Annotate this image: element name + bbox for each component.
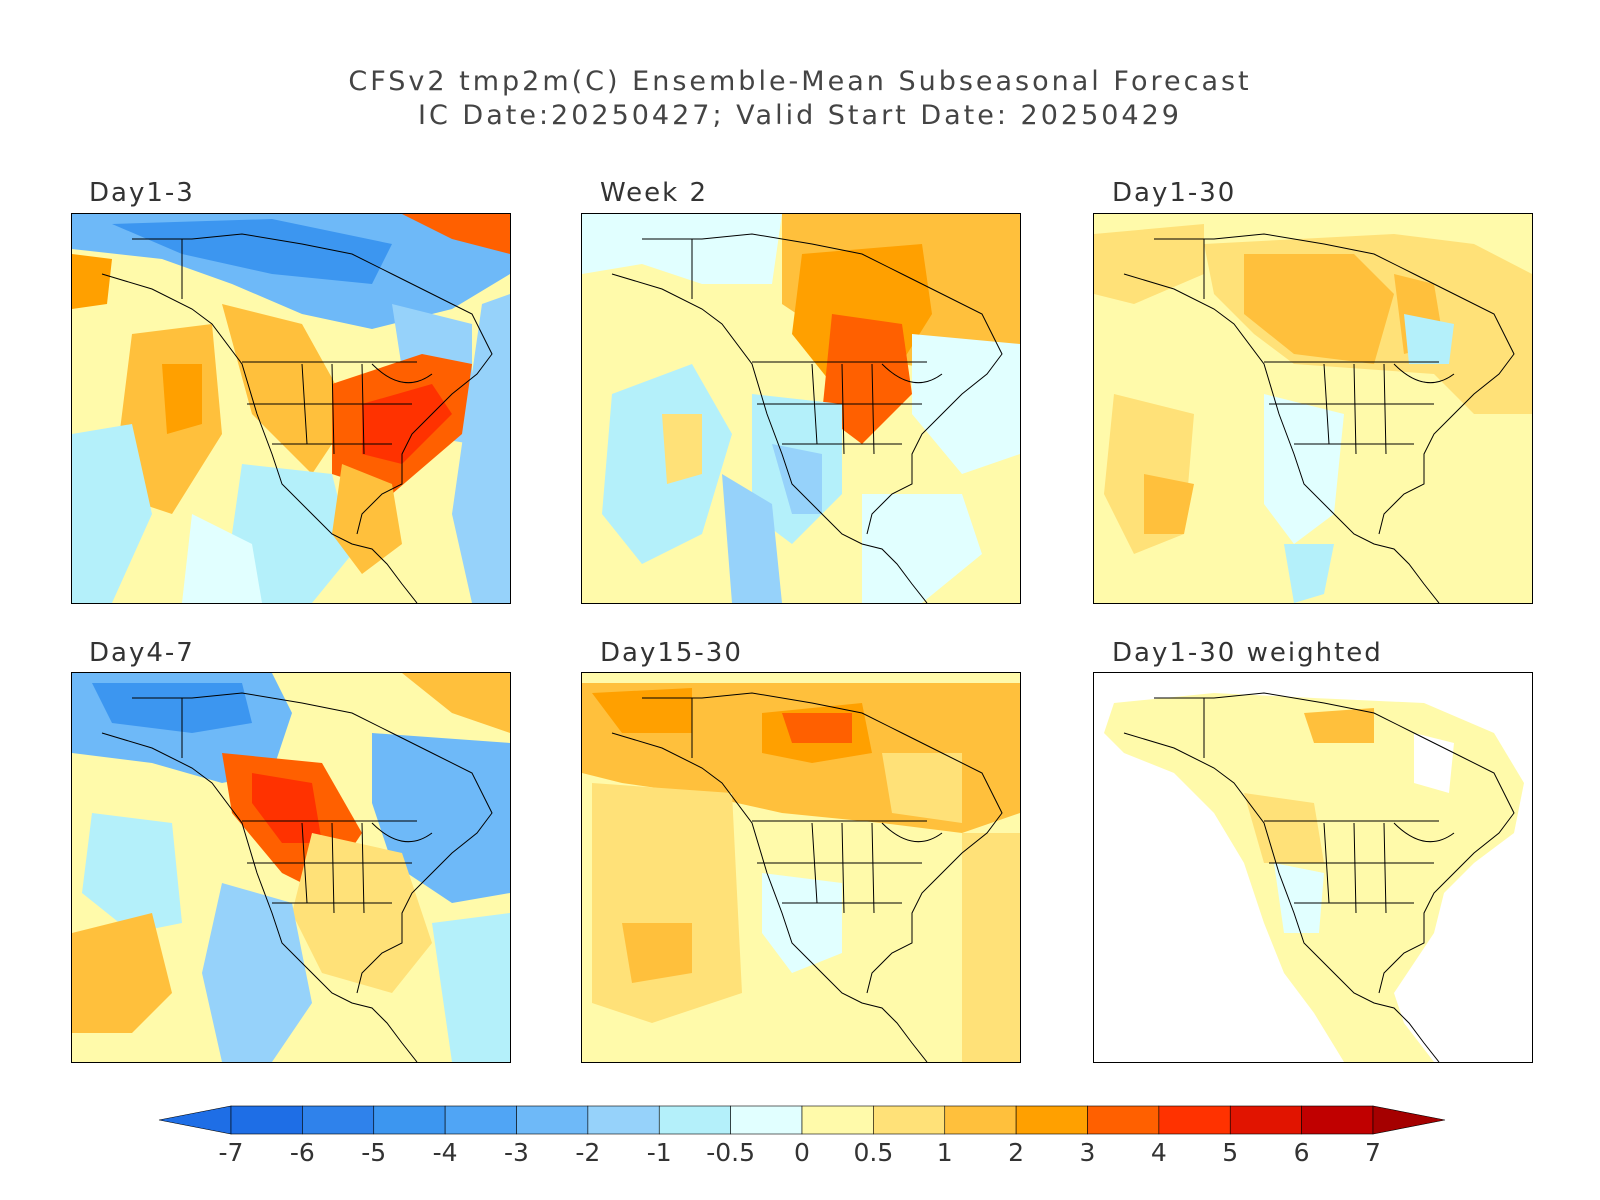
panel-label-day4-7: Day4-7 bbox=[89, 638, 195, 668]
map-panel-week2 bbox=[581, 213, 1021, 604]
panel-label-day1-3: Day1-3 bbox=[89, 178, 195, 208]
map-panel-day4-7 bbox=[71, 672, 511, 1063]
colorbar-under-arrow bbox=[158, 1105, 232, 1135]
colorbar-segment bbox=[1301, 1105, 1374, 1135]
colorbar-tick-label: -6 bbox=[290, 1138, 315, 1167]
figure-subtitle: IC Date:20250427; Valid Start Date: 2025… bbox=[418, 100, 1182, 131]
panel-label-day1-30: Day1-30 bbox=[1112, 178, 1237, 208]
colorbar-segment bbox=[944, 1105, 1017, 1135]
colorbar-tick-label: -7 bbox=[219, 1138, 244, 1167]
colorbar-tick-label: 0 bbox=[794, 1138, 810, 1167]
colorbar-segment bbox=[516, 1105, 589, 1135]
colorbar-segment bbox=[373, 1105, 446, 1135]
colorbar-tick-label: 0.5 bbox=[853, 1138, 893, 1167]
colorbar-tick-label: 3 bbox=[1080, 1138, 1096, 1167]
map-panel-day15-30 bbox=[581, 672, 1021, 1063]
colorbar-segment bbox=[730, 1105, 803, 1135]
colorbar-over-arrow bbox=[1372, 1105, 1446, 1135]
colorbar-tick-label: 7 bbox=[1365, 1138, 1381, 1167]
map-panel-day1-3 bbox=[71, 213, 511, 604]
panel-label-day15-30: Day15-30 bbox=[600, 638, 743, 668]
colorbar-segment bbox=[873, 1105, 946, 1135]
map-panel-day1-30-weighted bbox=[1093, 672, 1533, 1063]
panel-label-week2: Week 2 bbox=[600, 178, 709, 208]
colorbar-tick-label: -4 bbox=[433, 1138, 458, 1167]
colorbar-tick-label: -0.5 bbox=[706, 1138, 755, 1167]
colorbar-tick-label: -5 bbox=[361, 1138, 386, 1167]
colorbar-tick-label: 1 bbox=[937, 1138, 953, 1167]
colorbar-tick-label: 6 bbox=[1294, 1138, 1310, 1167]
panel-label-day1-30-weighted: Day1-30 weighted bbox=[1112, 638, 1383, 668]
colorbar-tick-label: 4 bbox=[1151, 1138, 1167, 1167]
colorbar-segment bbox=[1229, 1105, 1302, 1135]
colorbar-tick-label: 2 bbox=[1008, 1138, 1024, 1167]
colorbar-segment bbox=[444, 1105, 517, 1135]
colorbar-segment bbox=[1087, 1105, 1160, 1135]
colorbar-segment bbox=[302, 1105, 375, 1135]
colorbar-segment bbox=[1158, 1105, 1231, 1135]
colorbar-segment bbox=[587, 1105, 660, 1135]
figure-title: CFSv2 tmp2m(C) Ensemble-Mean Subseasonal… bbox=[348, 66, 1252, 97]
colorbar-segment bbox=[230, 1105, 303, 1135]
colorbar-segment bbox=[1015, 1105, 1088, 1135]
colorbar-tick-label: -3 bbox=[504, 1138, 529, 1167]
colorbar-tick-label: 5 bbox=[1222, 1138, 1238, 1167]
colorbar-segment bbox=[801, 1105, 874, 1135]
colorbar-tick-label: -2 bbox=[575, 1138, 600, 1167]
map-panel-day1-30 bbox=[1093, 213, 1533, 604]
colorbar-segment bbox=[658, 1105, 731, 1135]
colorbar-tick-label: -1 bbox=[647, 1138, 672, 1167]
